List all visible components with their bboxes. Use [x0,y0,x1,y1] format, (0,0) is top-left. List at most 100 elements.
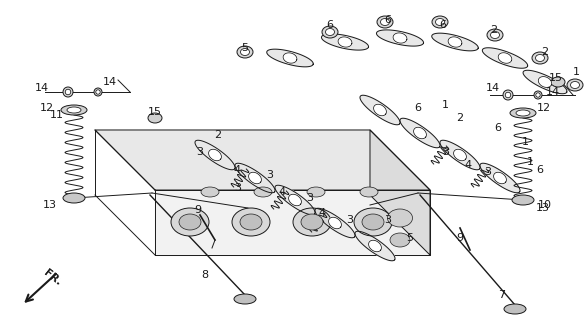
Ellipse shape [325,28,335,36]
Polygon shape [376,30,424,46]
Ellipse shape [240,214,262,230]
Ellipse shape [516,110,530,116]
Ellipse shape [510,108,536,118]
Text: 9: 9 [456,233,464,243]
Ellipse shape [301,214,323,230]
Ellipse shape [490,31,499,38]
Text: 11: 11 [50,110,64,120]
Text: 5: 5 [407,233,414,243]
Text: 4: 4 [233,165,241,175]
Polygon shape [248,172,261,184]
Polygon shape [432,33,478,51]
Text: 13: 13 [43,200,57,210]
Circle shape [536,93,540,97]
Ellipse shape [551,77,565,87]
Text: 1: 1 [441,100,448,110]
Polygon shape [369,240,381,252]
Polygon shape [440,140,480,170]
Text: 4: 4 [278,187,285,197]
Text: FR.: FR. [41,268,63,288]
Ellipse shape [232,208,270,236]
Ellipse shape [354,208,392,236]
Circle shape [65,89,71,95]
Ellipse shape [63,193,85,203]
Text: 14: 14 [546,87,560,97]
Text: 6: 6 [414,103,421,113]
Text: 6: 6 [537,165,543,175]
Polygon shape [360,95,400,125]
Circle shape [503,90,513,100]
Polygon shape [275,185,315,215]
Text: 3: 3 [267,170,274,180]
Text: 6: 6 [495,123,502,133]
Polygon shape [448,37,462,47]
Polygon shape [482,48,527,68]
Ellipse shape [240,49,250,55]
Circle shape [94,88,102,96]
Ellipse shape [360,187,378,197]
Ellipse shape [201,187,219,197]
Text: 3: 3 [346,215,353,225]
Text: 9: 9 [195,205,202,215]
Text: 3: 3 [442,147,449,157]
Ellipse shape [67,107,81,113]
Ellipse shape [571,82,580,89]
Polygon shape [267,49,314,67]
Text: 14: 14 [103,77,117,87]
Ellipse shape [380,19,390,26]
Ellipse shape [148,113,162,123]
Text: 10: 10 [538,200,552,210]
Text: 6: 6 [384,15,391,25]
Ellipse shape [237,46,253,58]
Text: 3: 3 [234,183,241,193]
Text: 1: 1 [526,157,533,167]
Circle shape [63,87,73,97]
Ellipse shape [322,26,338,38]
Polygon shape [315,208,355,238]
Polygon shape [235,163,275,193]
Text: 15: 15 [549,73,563,83]
Circle shape [96,90,100,94]
Text: 2: 2 [214,130,222,140]
Text: 7: 7 [499,290,506,300]
Polygon shape [414,127,427,139]
Text: 13: 13 [536,203,550,213]
Polygon shape [400,118,440,148]
Text: 15: 15 [148,107,162,117]
Polygon shape [498,53,512,63]
Text: 12: 12 [537,103,551,113]
Ellipse shape [567,79,583,91]
Circle shape [505,92,511,98]
Text: 3: 3 [306,193,314,203]
Polygon shape [209,149,222,161]
Ellipse shape [61,105,87,115]
Polygon shape [374,104,386,116]
Polygon shape [355,231,395,261]
Ellipse shape [487,29,503,41]
Text: 1: 1 [573,67,580,77]
Polygon shape [338,37,352,47]
Polygon shape [95,130,430,190]
Ellipse shape [512,195,534,205]
Polygon shape [288,194,301,206]
Ellipse shape [504,304,526,314]
Text: 8: 8 [202,270,209,280]
Ellipse shape [254,187,272,197]
Ellipse shape [432,16,448,28]
Circle shape [534,91,542,99]
Ellipse shape [179,214,201,230]
Polygon shape [393,33,407,43]
Polygon shape [195,140,235,170]
Text: 2: 2 [541,47,548,57]
Text: 1: 1 [522,137,529,147]
Ellipse shape [362,214,384,230]
Polygon shape [370,130,430,255]
Text: 4: 4 [318,208,326,218]
Ellipse shape [377,16,393,28]
Text: 14: 14 [35,83,49,93]
Text: 14: 14 [486,83,500,93]
Ellipse shape [234,294,256,304]
Text: 2: 2 [456,113,464,123]
Text: 2: 2 [490,25,498,35]
Text: 5: 5 [241,43,248,53]
